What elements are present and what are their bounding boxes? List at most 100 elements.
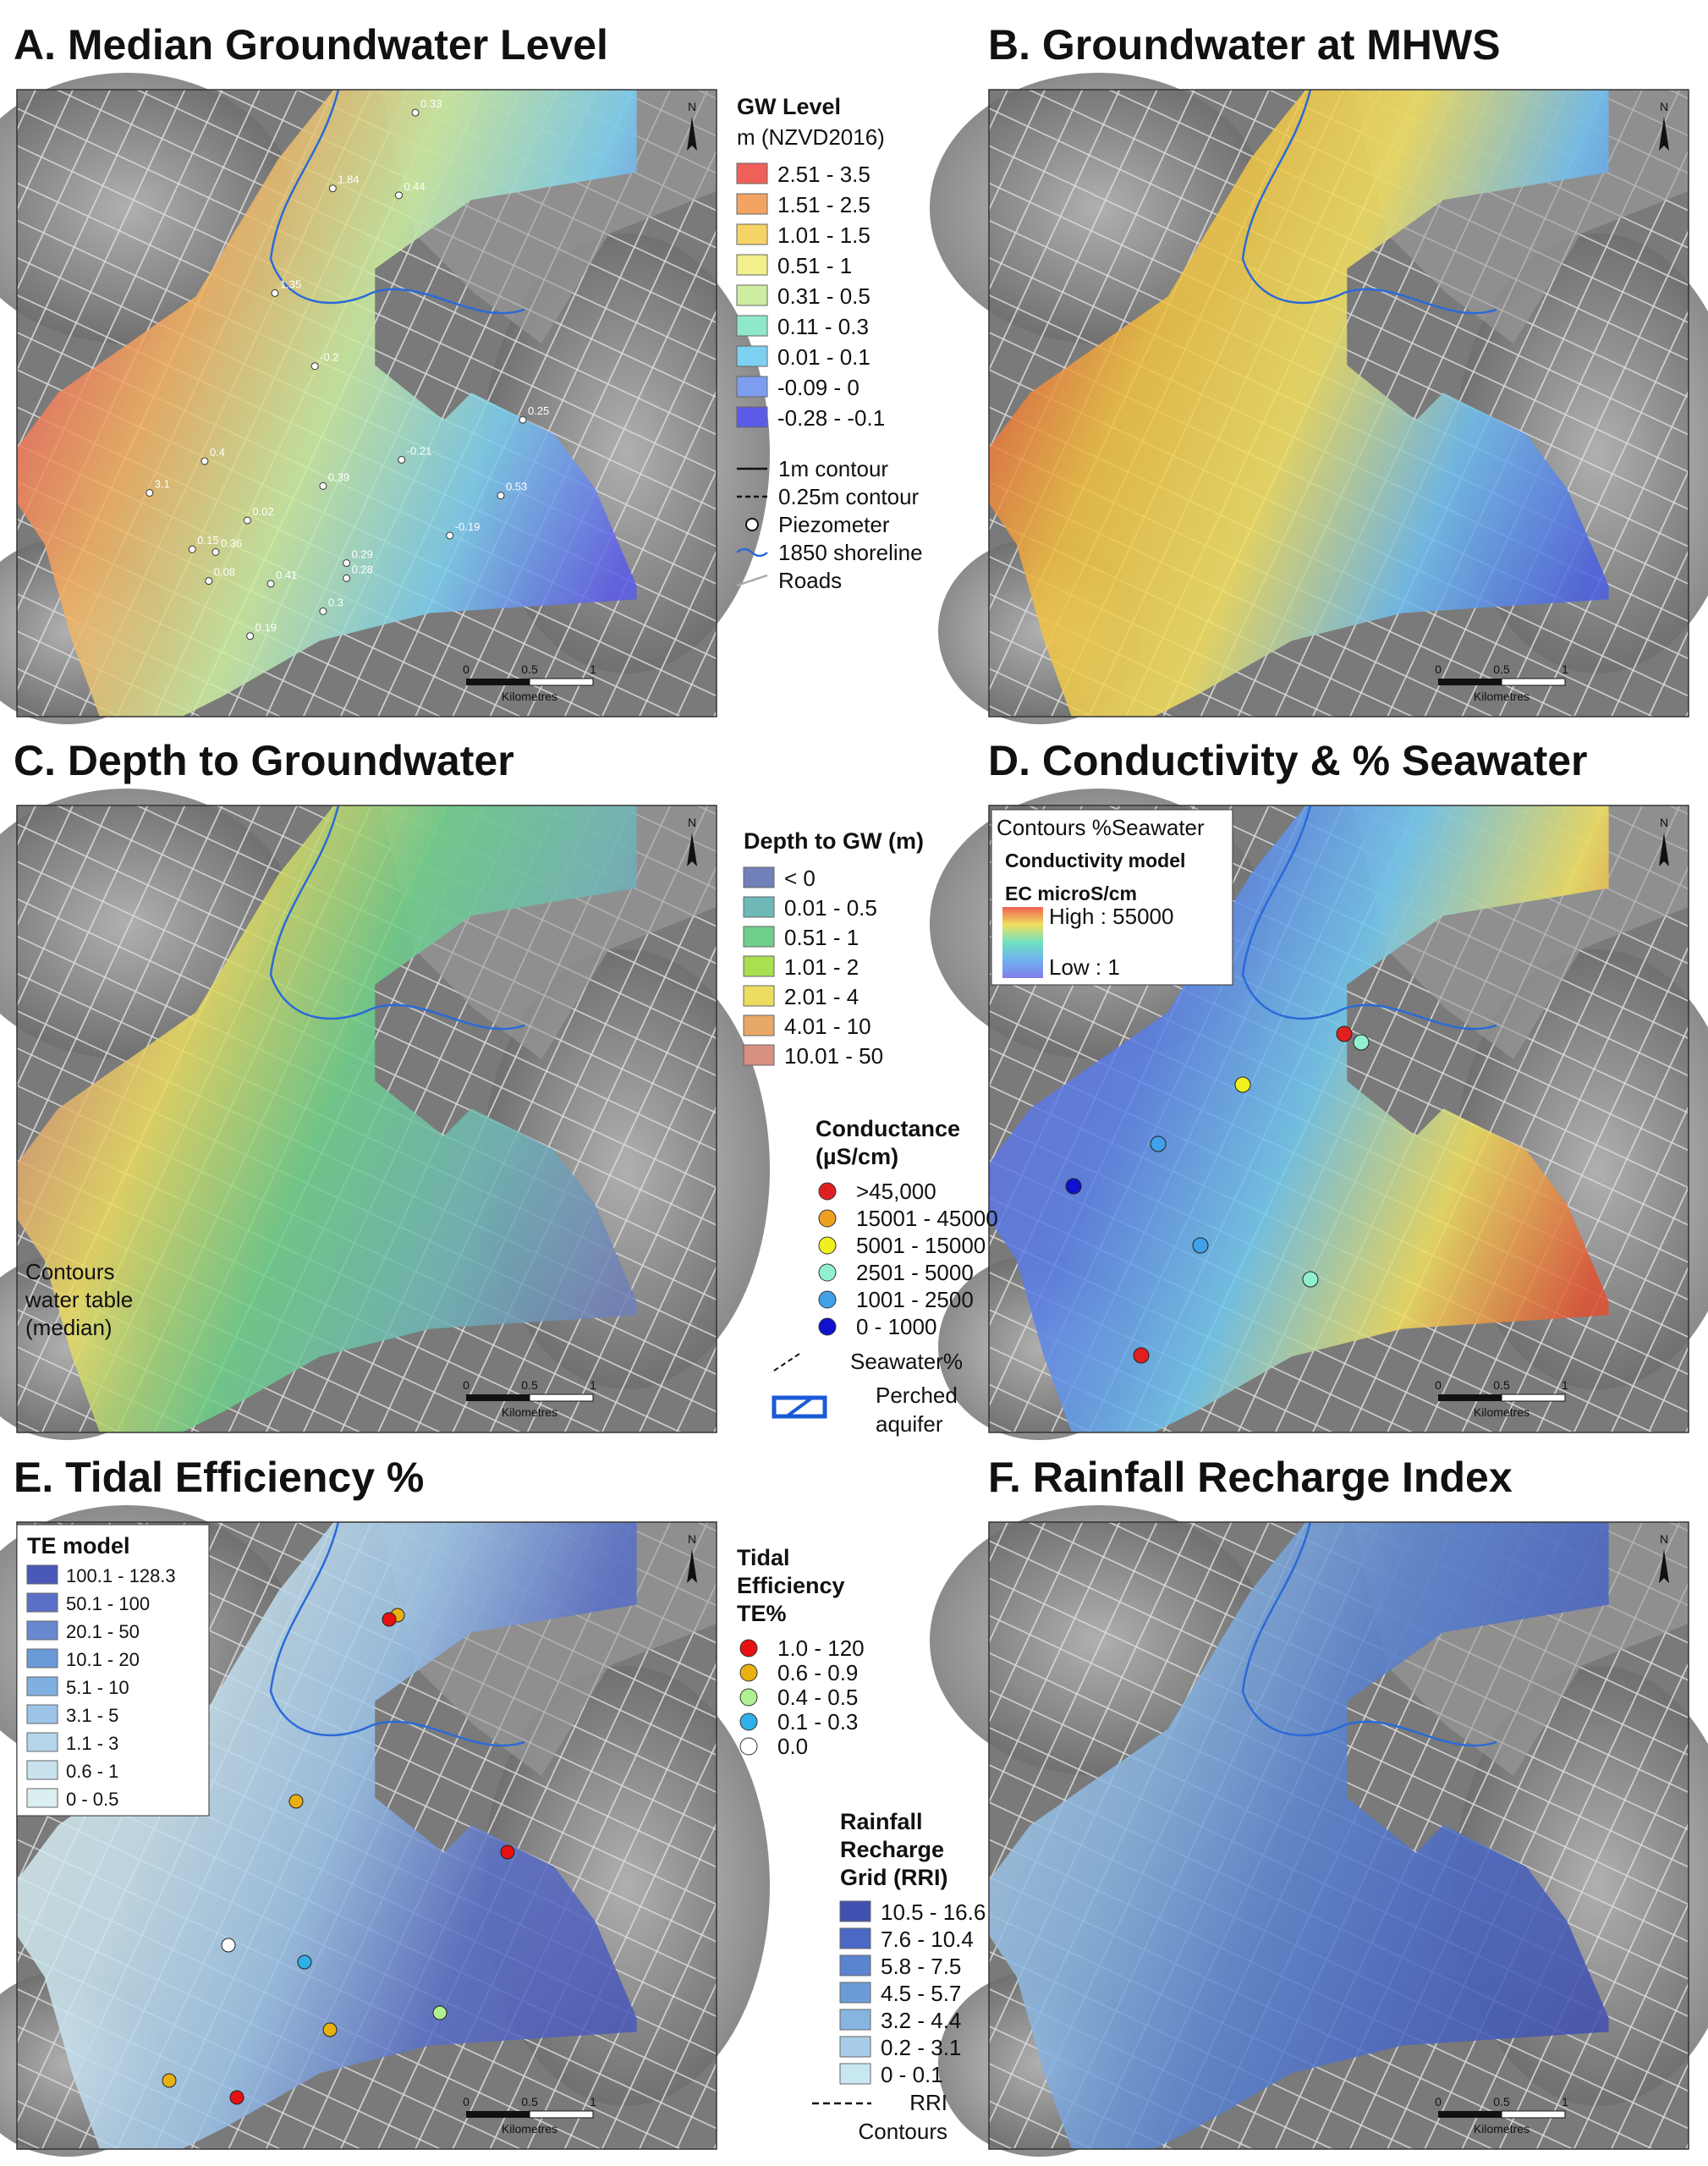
legend-label: 0.0 [777, 1734, 808, 1759]
site [162, 2073, 177, 2088]
inset-title: Contours %Seawater [997, 815, 1205, 840]
scale-label: 0 [1435, 662, 1442, 676]
legend-swatch [739, 1712, 758, 1731]
north-arrow [687, 117, 697, 151]
scale-bar [529, 678, 594, 686]
site [500, 1844, 515, 1860]
site [297, 1954, 312, 1970]
legend-title: Efficiency [737, 1573, 845, 1598]
scale-bar [1501, 1394, 1566, 1402]
piezometer [328, 184, 337, 193]
legend-title: Rainfall [840, 1809, 923, 1834]
north-arrow [1659, 1549, 1669, 1583]
scale-bar [1501, 2110, 1566, 2119]
legend-swatch [818, 1263, 837, 1282]
legend-swatch [26, 1732, 58, 1752]
legend-label: 0 - 1000 [856, 1314, 936, 1339]
plain [17, 805, 637, 1432]
piezometer-label: 0.08 [214, 566, 235, 579]
piezometer-label: 0.29 [352, 548, 373, 561]
piezometer-label: 0.4 [210, 446, 225, 459]
piezometer-label: 0.39 [328, 470, 349, 483]
plain [17, 90, 637, 717]
scale-label: 0 [1435, 1378, 1442, 1392]
legend-swatch [839, 2036, 871, 2058]
legend-swatch [26, 1704, 58, 1724]
legend-label: 10.5 - 16.6 [881, 1899, 986, 1925]
legend-swatch [743, 1014, 775, 1036]
legend-swatch [818, 1182, 837, 1201]
piezometer [319, 481, 327, 490]
legend-label: 4.01 - 10 [784, 1014, 871, 1039]
site [221, 1938, 236, 1953]
site [1353, 1034, 1370, 1051]
legend-label: 7.6 - 10.4 [881, 1927, 974, 1952]
scale-label: 0.5 [1493, 1378, 1510, 1392]
legend-label: 0.31 - 0.5 [777, 283, 870, 309]
scale-label: 0.5 [521, 662, 538, 676]
legend-swatch [818, 1290, 837, 1309]
map-note: Contours [25, 1259, 115, 1284]
site [432, 2005, 448, 2020]
legend-swatch [739, 1639, 758, 1657]
piezometer-label: 0.15 [197, 534, 218, 547]
legend-swatch [26, 1648, 58, 1668]
legend-label: 3.1 - 5 [66, 1705, 118, 1726]
piezometer-label: -0.2 [320, 351, 338, 364]
legend-label: 3.2 - 4.4 [881, 2008, 961, 2033]
scale-label: 0 [1435, 2095, 1442, 2108]
legend-label: 0.6 - 1 [66, 1761, 118, 1782]
shoreline [1241, 89, 1497, 315]
legend-symbol [785, 1396, 814, 1418]
legend-label: 0 - 0.1 [881, 2062, 943, 2087]
scale-unit: Kilometres [502, 1405, 557, 1419]
legend-label: 0.51 - 1 [777, 253, 852, 278]
north-label: N [1660, 816, 1668, 829]
scale-unit: Kilometres [502, 690, 557, 703]
site [1302, 1271, 1319, 1288]
shoreline [1241, 805, 1497, 1031]
piezometer [319, 607, 327, 615]
plain [989, 1522, 1609, 2149]
site [1150, 1135, 1167, 1152]
border [988, 1521, 1689, 2150]
map-note: water table [25, 1287, 133, 1312]
legend-label: 0.01 - 0.1 [777, 344, 870, 370]
map: N 0 0.5 1 Kilometres [930, 73, 1708, 724]
piezometer [188, 545, 196, 553]
legend-label: >45,000 [856, 1179, 936, 1204]
legend-label: 1.1 - 3 [66, 1733, 118, 1754]
scale-label: 0.5 [1493, 662, 1510, 676]
panel-title: F. Rainfall Recharge Index [988, 1454, 1513, 1501]
scale-bar [1438, 679, 1502, 685]
piezometer-label: 0.53 [506, 481, 527, 493]
inset-title: TE model [27, 1533, 130, 1559]
north-label: N [1660, 1532, 1668, 1546]
legend-swatch [26, 1676, 58, 1696]
legend-swatch [26, 1788, 58, 1808]
piezometer-label: 0.41 [276, 569, 297, 581]
legend-swatch [736, 345, 768, 367]
piezometer-label: 3.1 [155, 477, 170, 490]
legend-swatch [736, 193, 768, 215]
legend-label: 20.1 - 50 [66, 1621, 140, 1642]
piezometer [411, 108, 420, 117]
legend-label: 4.5 - 5.7 [881, 1981, 961, 2006]
legend-label: 0.11 - 0.3 [777, 314, 869, 339]
legend-label: 10.1 - 20 [66, 1649, 140, 1670]
piezometer-label: -0.21 [407, 444, 432, 457]
legend-label: 0.51 - 1 [784, 925, 859, 950]
piezometer [343, 559, 351, 568]
piezometer-label: 0.33 [420, 97, 442, 110]
legend-label: 1001 - 2500 [856, 1287, 974, 1312]
legend-subtitle: m (NZVD2016) [737, 124, 885, 150]
border [988, 89, 1689, 717]
legend-swatch [26, 1760, 58, 1780]
legend-swatch [739, 1737, 758, 1756]
legend-label: 0.1 - 0.3 [777, 1709, 858, 1734]
legend-title: TE% [737, 1601, 787, 1626]
piezometer-label: -0.19 [455, 520, 481, 533]
legend-label: 0.2 - 3.1 [881, 2035, 961, 2060]
legend-swatch [736, 315, 768, 337]
site [1133, 1347, 1150, 1364]
